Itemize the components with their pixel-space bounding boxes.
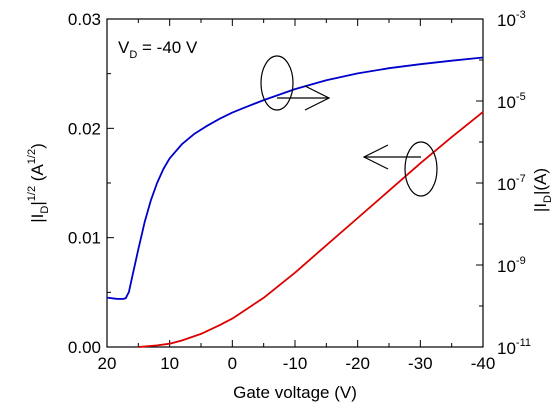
- series-line-log-current: [106, 56, 484, 300]
- ellipse-blue-curve: [260, 55, 294, 111]
- x-tick-labels: 20 10 0 -10 -20 -30 -40: [98, 354, 496, 373]
- x-tick-label: -10: [283, 354, 308, 373]
- left-y-label-unit-sup: 1/2: [26, 149, 38, 164]
- left-y-tick-label: 0.03: [68, 10, 101, 29]
- ellipse-red-curve: [404, 141, 438, 197]
- x-axis-label: Gate voltage (V): [233, 383, 357, 402]
- x-tick-label: 0: [228, 354, 237, 373]
- axis-ticks: [106, 18, 484, 348]
- annotation-vd: VD = -40 V: [118, 38, 198, 61]
- left-y-label-sup: 1/2: [26, 186, 38, 201]
- right-y-label-sub: D: [542, 195, 554, 203]
- right-y-tick-label: 10-11: [497, 337, 531, 358]
- arrow-right-head: [304, 85, 331, 111]
- right-y-tick-label: 10-3: [497, 9, 526, 30]
- x-tick-label: -30: [408, 354, 433, 373]
- left-y-tick-labels: 0.00 0.01 0.02 0.03: [68, 10, 101, 357]
- right-y-tick-labels: 10-11 10-9 10-7 10-5 10-3: [497, 9, 531, 358]
- x-tick-label: 10: [160, 354, 179, 373]
- x-tick-label: 20: [98, 354, 117, 373]
- x-tick-label: -20: [345, 354, 370, 373]
- right-y-tick-label: 10-7: [497, 173, 526, 194]
- left-y-tick-label: 0.01: [68, 229, 101, 248]
- left-y-tick-label: 0.00: [68, 338, 101, 357]
- right-y-tick-label: 10-5: [497, 91, 526, 112]
- x-tick-label: -40: [471, 354, 496, 373]
- left-y-label-sub: D: [39, 206, 51, 214]
- series-group: [106, 56, 484, 348]
- series-line-sqrt-current: [138, 111, 484, 348]
- arrow-to-right-axis: [260, 55, 331, 111]
- right-y-axis-label: |ID|(A): [531, 168, 554, 212]
- arrow-left-head: [362, 144, 389, 170]
- left-y-tick-label: 0.02: [68, 119, 101, 138]
- plot-frame: [106, 18, 484, 348]
- left-y-axis-label: |ID|1/2 (A1/2): [26, 143, 51, 223]
- arrow-to-left-axis: [362, 141, 438, 197]
- right-y-tick-label: 10-9: [497, 255, 526, 276]
